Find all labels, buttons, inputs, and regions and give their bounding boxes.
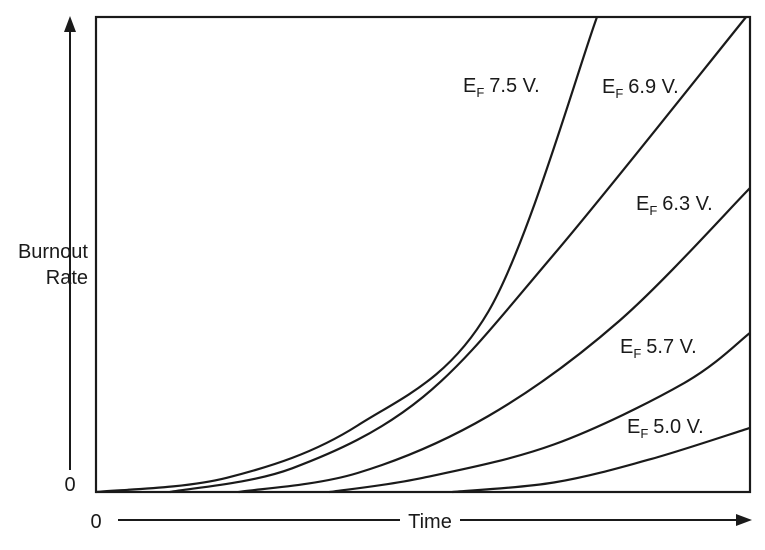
series-label-57: EF 5.7 V. [620, 336, 697, 361]
series-label-75: EF 7.5 V. [463, 75, 540, 100]
series-label-50: EF 5.0 V. [627, 416, 704, 441]
series-line-57 [329, 332, 751, 494]
series-label-69: EF 6.9 V. [602, 76, 679, 101]
x-axis-arrowhead [736, 514, 752, 526]
series-line-75 [95, 16, 599, 494]
curves-group [95, 16, 751, 494]
x-axis-label: Time [408, 511, 452, 533]
y-axis-label-line2: Rate [46, 267, 88, 289]
series-label-63: EF 6.3 V. [636, 193, 713, 218]
series-line-69 [169, 16, 747, 494]
plot-frame [94, 15, 752, 494]
y-origin-label: 0 [64, 474, 75, 496]
curve-labels-group: EF 7.5 V. EF 6.9 V. EF 6.3 V. EF 5.7 V. EF 5.0 V. [463, 75, 713, 441]
series-line-50 [452, 426, 751, 494]
series-line-63 [238, 187, 751, 494]
y-axis-label-line1: Burnout [18, 241, 88, 263]
y-axis-arrowhead [64, 16, 76, 32]
x-origin-label: 0 [90, 511, 101, 533]
